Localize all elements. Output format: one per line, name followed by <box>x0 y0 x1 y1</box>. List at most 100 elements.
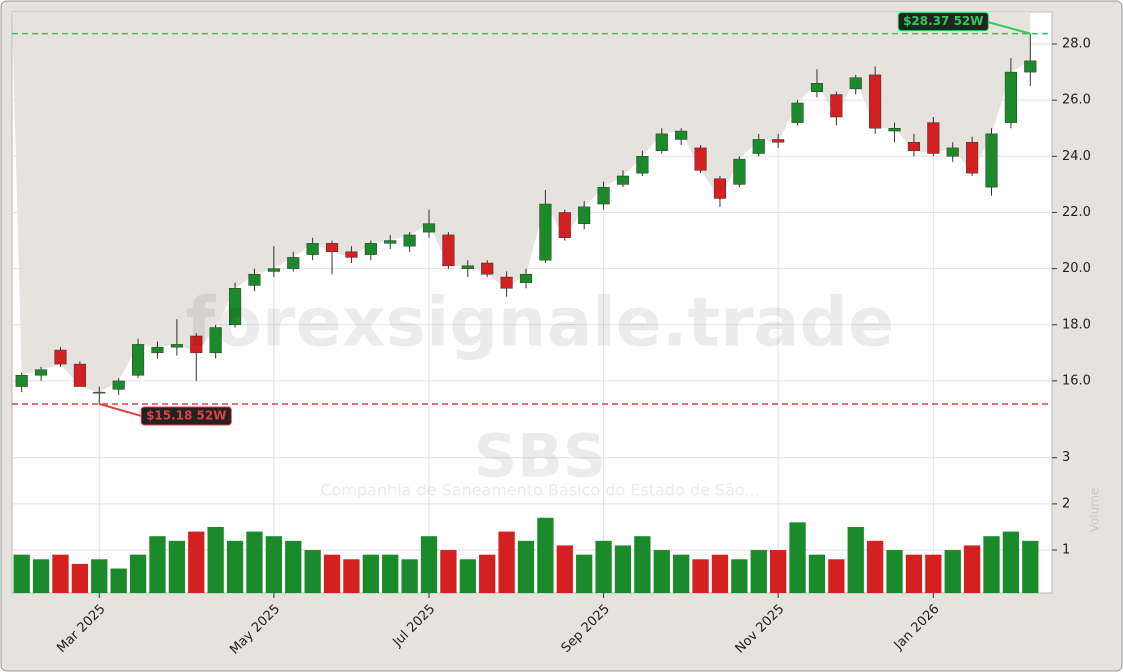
volume-bar <box>692 559 709 593</box>
volume-axis-label: Volume <box>1088 488 1102 533</box>
candle-body <box>907 142 920 151</box>
volume-bar <box>828 559 845 593</box>
volume-bar <box>168 540 186 593</box>
candle-body <box>946 147 959 157</box>
candle-body <box>248 273 261 286</box>
y-tick-label: 18.0 <box>1062 317 1091 332</box>
candle-body <box>325 243 339 253</box>
volume-bar <box>246 531 263 593</box>
candle-body <box>190 335 203 354</box>
y-tick-label: 28.0 <box>1062 37 1091 52</box>
volume-bar <box>556 545 573 593</box>
candle-body <box>364 243 377 255</box>
volume-bar <box>673 554 690 593</box>
volume-bar <box>711 554 729 593</box>
volume-bar <box>886 550 903 593</box>
candle-body <box>306 243 319 255</box>
volume-bar <box>634 536 651 593</box>
volume-bar <box>91 559 108 593</box>
volume-bar <box>1022 540 1039 593</box>
candle-body <box>170 344 183 348</box>
volume-bar <box>110 568 127 593</box>
candle-body <box>694 147 707 171</box>
volume-bar <box>944 550 961 593</box>
volume-bar <box>71 563 89 593</box>
candle-body <box>830 94 843 118</box>
volume-bar <box>440 550 457 593</box>
volume-bar <box>731 559 748 593</box>
volume-bar <box>517 540 535 593</box>
volume-bar <box>420 536 438 593</box>
annotation-label: $28.37 52W <box>903 14 983 28</box>
candle-body <box>403 234 416 247</box>
volume-bar <box>808 554 826 593</box>
volume-bar <box>963 545 981 593</box>
volume-bar <box>925 554 942 593</box>
company-watermark: Companhia de Saneamento Básico do Estado… <box>320 481 759 500</box>
candle-body <box>112 380 125 390</box>
volume-bar <box>226 540 244 593</box>
candle-body <box>869 74 882 129</box>
watermark: forexsignale.trade <box>186 284 895 363</box>
candle-body <box>461 265 474 269</box>
volume-bar <box>188 531 205 593</box>
y-tick-label: 20.0 <box>1062 261 1091 276</box>
volume-bar <box>401 559 418 593</box>
candle-body <box>772 139 785 143</box>
candle-body <box>966 142 979 174</box>
candle-body <box>1004 71 1017 123</box>
volume-bar <box>498 531 515 593</box>
candle-body <box>132 344 145 376</box>
candle-body <box>810 83 824 92</box>
volume-bar <box>362 554 379 593</box>
candle-body <box>442 234 455 267</box>
candle-body <box>578 206 591 224</box>
candle-body <box>345 251 358 258</box>
volume-bar <box>285 540 302 593</box>
y-tick-label: 16.0 <box>1062 373 1091 388</box>
y-tick-label: 1 <box>1062 543 1070 558</box>
candle-body <box>15 375 28 387</box>
volume-bar <box>614 545 632 593</box>
volume-bar <box>265 536 282 593</box>
candle-body <box>791 102 804 123</box>
volume-bar <box>343 559 360 593</box>
volume-bar <box>479 554 496 593</box>
candle-body <box>985 133 998 188</box>
candle-body <box>539 203 552 261</box>
candle-body <box>1024 60 1037 73</box>
candle-body <box>616 175 630 185</box>
volume-bar <box>595 540 612 593</box>
annotation-label: $15.18 52W <box>146 408 226 422</box>
y-tick-label: 2 <box>1062 496 1070 511</box>
ticker-watermark: SBS <box>474 422 606 492</box>
volume-bar <box>537 517 554 593</box>
y-tick-label: 24.0 <box>1062 149 1091 164</box>
volume-bar <box>129 554 147 593</box>
candle-body <box>73 363 86 387</box>
y-tick-label: 22.0 <box>1062 205 1091 220</box>
volume-bar <box>905 554 923 593</box>
candle-body <box>597 186 610 205</box>
candle-body <box>500 276 513 289</box>
volume-bar <box>866 540 884 593</box>
volume-bar <box>789 522 806 593</box>
volume-bar <box>13 554 30 593</box>
candle-body <box>558 212 571 238</box>
volume-bar <box>770 550 787 593</box>
candle-body <box>54 349 67 365</box>
annotation-arrow <box>986 20 1031 35</box>
volume-bar <box>576 554 593 593</box>
volume-bar <box>847 526 864 593</box>
y-tick-label: 26.0 <box>1062 93 1091 108</box>
volume-bar <box>750 550 767 593</box>
candle-body <box>636 156 649 174</box>
candle-body <box>675 130 688 140</box>
candle-body <box>927 122 940 154</box>
volume-bar <box>52 554 69 593</box>
candle-body <box>519 273 533 283</box>
volume-bar <box>207 526 224 593</box>
volume-bar <box>149 536 166 593</box>
volume-bar <box>1002 531 1020 593</box>
